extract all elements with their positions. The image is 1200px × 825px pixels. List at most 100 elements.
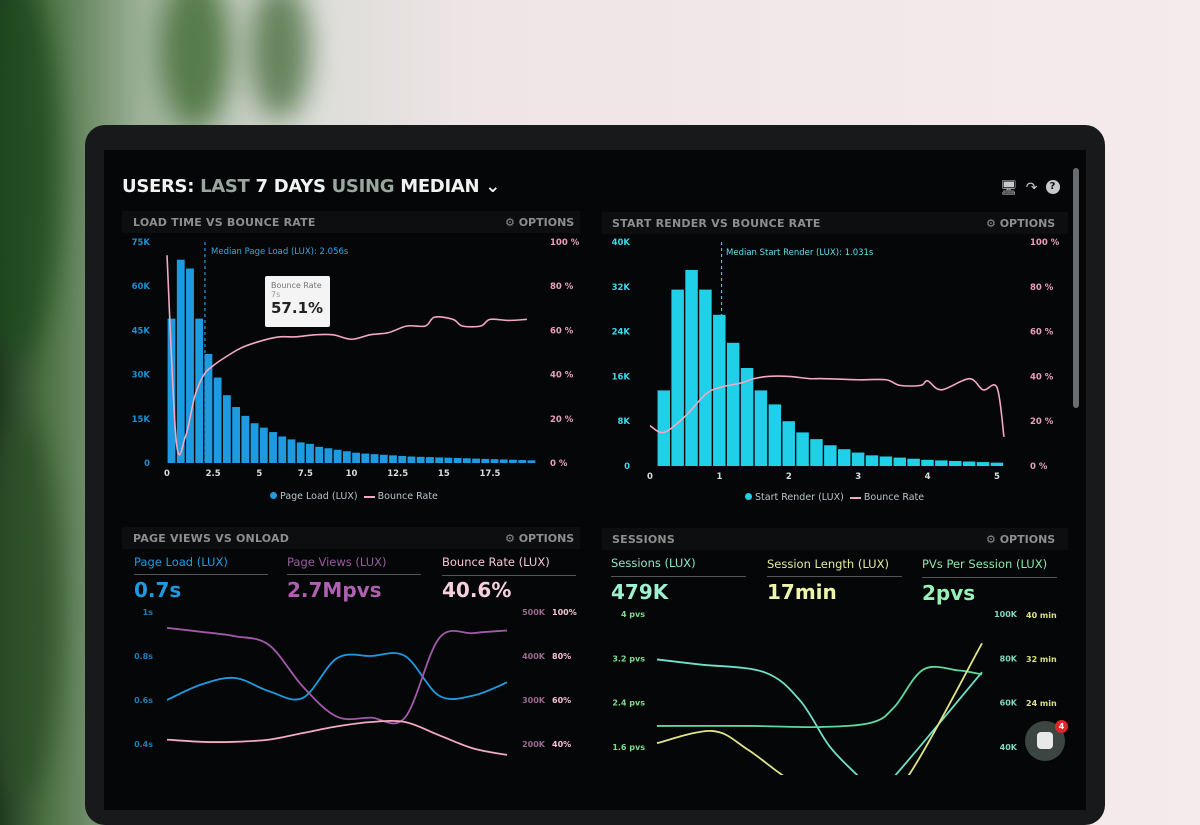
- y-tick-label: 40K: [612, 238, 631, 248]
- legend-item[interactable]: Bounce Rate: [863, 492, 925, 503]
- histogram-bar: [333, 449, 342, 463]
- options-button[interactable]: ⚙ OPTIONS: [986, 533, 1055, 546]
- metric-value: 479K: [611, 580, 669, 604]
- histogram-bar: [222, 395, 231, 463]
- tooltip: Bounce Rate 7s 57.1%: [265, 276, 330, 327]
- x-tick-label: 0: [164, 469, 170, 479]
- y-tick-label: 3.2 pvs: [612, 654, 645, 663]
- title-last: LAST: [200, 176, 250, 197]
- histogram-bar: [444, 457, 453, 463]
- y-tick-label: 32K: [612, 283, 631, 293]
- histogram-bar: [213, 377, 222, 463]
- histogram-bar: [699, 289, 712, 466]
- y2-tick-label: 60 %: [1030, 328, 1054, 338]
- options-label: OPTIONS: [518, 216, 575, 229]
- panel-title: SESSIONS: [612, 533, 675, 546]
- tooltip-title: Bounce Rate: [271, 281, 322, 290]
- y2-tick-label: 80K: [1000, 654, 1018, 663]
- histogram-bar: [726, 342, 740, 466]
- y-tick-label: 0: [144, 459, 150, 469]
- scrollbar[interactable]: [1073, 168, 1079, 408]
- options-button[interactable]: ⚙ OPTIONS: [986, 217, 1055, 230]
- y2-tick-label: 40K: [1000, 743, 1018, 752]
- histogram-bar: [259, 427, 268, 463]
- x-tick-label: 4: [925, 472, 931, 482]
- gear-icon: ⚙: [505, 216, 519, 229]
- histogram-bar: [472, 458, 480, 463]
- panel-header-load-time: [122, 211, 580, 233]
- histogram-bar: [657, 390, 671, 466]
- gear-icon: ⚙: [986, 217, 1000, 230]
- x-tick-label: 1: [716, 472, 722, 482]
- metric-label: PVs Per Session (LUX): [922, 557, 1048, 571]
- histogram-bar: [518, 460, 527, 463]
- y2-tick-label: 60K: [1000, 699, 1018, 708]
- legend-dot-icon: [745, 493, 752, 500]
- x-tick-label: 7.5: [298, 469, 313, 479]
- options-button[interactable]: ⚙ OPTIONS: [505, 216, 574, 229]
- histogram-bar: [810, 439, 823, 466]
- y2-tick-label: 400K: [522, 652, 546, 661]
- y2-tick-label: 100 %: [550, 238, 580, 248]
- dashboard-title[interactable]: USERS: LAST 7 DAYS USING MEDIAN ⌄: [122, 176, 500, 197]
- share-icon[interactable]: ↷: [1025, 180, 1038, 196]
- x-tick-label: 5: [256, 469, 262, 479]
- y2-tick-label: 300K: [522, 696, 546, 705]
- y2-tick-label: 100K: [994, 610, 1018, 619]
- y-tick-label: 1.6 pvs: [612, 743, 645, 752]
- metric-divider: [922, 577, 1057, 578]
- histogram-bar: [949, 460, 962, 466]
- histogram-bar: [962, 461, 976, 466]
- histogram-bar: [509, 459, 517, 463]
- series-line: [166, 626, 508, 725]
- help-icon[interactable]: ?: [1045, 180, 1060, 194]
- metric-divider: [134, 574, 268, 575]
- y3-tick-label: 80%: [552, 652, 571, 661]
- histogram-bar: [416, 456, 425, 463]
- histogram-bar: [453, 457, 462, 463]
- histogram-bar: [204, 353, 213, 463]
- histogram-bar: [481, 458, 490, 463]
- monitor-icon[interactable]: 🖥: [1000, 180, 1018, 196]
- y2-tick-label: 0 %: [550, 459, 568, 469]
- histogram-bar: [782, 421, 795, 466]
- histogram-bar: [671, 289, 684, 466]
- y-tick-label: 30K: [132, 371, 151, 381]
- median-label: Median Page Load (LUX): 2.056s: [211, 247, 349, 257]
- series-line: [656, 665, 983, 729]
- legend: Start Render (LUX) Bounce Rate: [745, 492, 924, 503]
- title-users: USERS:: [122, 176, 195, 197]
- legend-item[interactable]: Bounce Rate: [377, 491, 438, 502]
- options-label: OPTIONS: [518, 532, 575, 545]
- histogram-bar: [324, 448, 333, 463]
- histogram-bar: [278, 436, 287, 463]
- legend-item[interactable]: Page Load (LUX): [280, 491, 358, 502]
- y-tick-label: 1s: [143, 608, 154, 617]
- title-range: 7 DAYS: [255, 176, 326, 197]
- metric-label: Page Load (LUX): [134, 555, 228, 569]
- plant-leaf: [160, 0, 230, 130]
- line-group: [166, 626, 508, 756]
- metric-divider: [611, 576, 746, 577]
- histogram-bar: [754, 390, 768, 466]
- histogram-bar: [976, 462, 990, 466]
- legend: Page Load (LUX) Bounce Rate: [270, 491, 438, 502]
- series-line: [656, 658, 983, 775]
- tooltip-x: 7s: [271, 290, 281, 299]
- y3-tick-label: 40 min: [1026, 611, 1057, 620]
- chat-icon: [1037, 732, 1053, 749]
- histogram-bar: [435, 457, 444, 463]
- histogram-bar: [907, 458, 920, 466]
- histogram-bar: [685, 270, 698, 466]
- y-tick-label: 60K: [132, 282, 151, 292]
- legend-item[interactable]: Start Render (LUX): [755, 492, 844, 503]
- y2-tick-label: 60 %: [550, 326, 574, 336]
- y-tick-label: 24K: [612, 328, 631, 338]
- histogram-bar: [287, 439, 296, 463]
- series-line: [656, 642, 983, 775]
- legend-line-icon: [363, 495, 375, 498]
- y-tick-label: 0.4s: [134, 740, 153, 749]
- histogram-bar: [315, 446, 324, 463]
- histogram-bar: [370, 454, 379, 463]
- options-button[interactable]: ⚙ OPTIONS: [505, 532, 574, 545]
